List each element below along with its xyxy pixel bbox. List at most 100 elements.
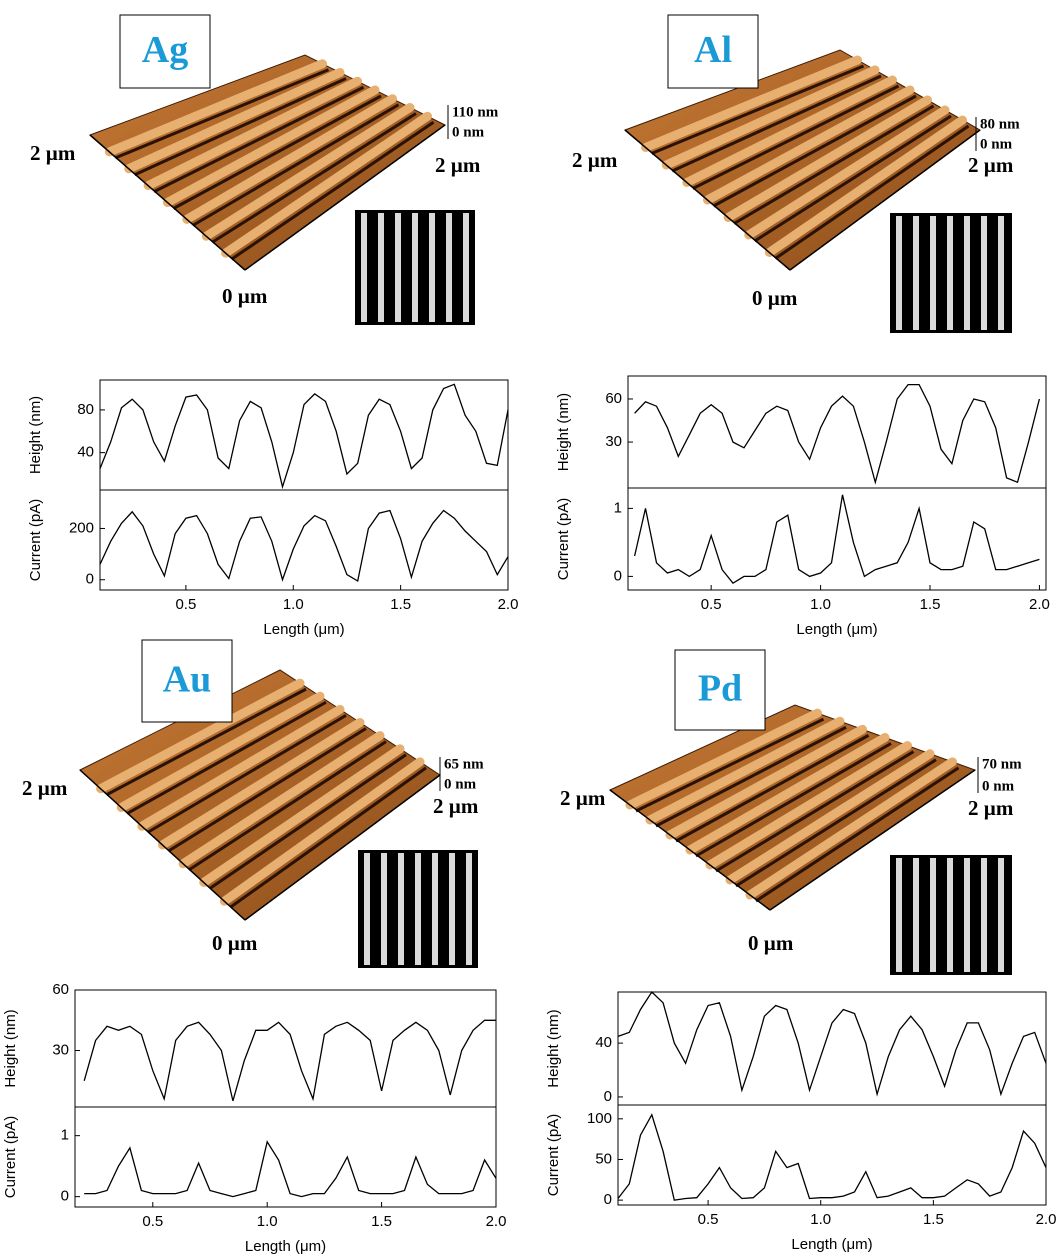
y-axis-label: Height (nm) xyxy=(27,396,44,474)
x-tick-label: 0.5 xyxy=(701,596,722,613)
y-tick-label: 0 xyxy=(604,1191,612,1208)
x-tick-label: 2.0 xyxy=(1036,1211,1057,1228)
y-axis-label: Height (nm) xyxy=(545,1009,562,1087)
profile-line xyxy=(635,385,1040,483)
x-tick-label: 2.0 xyxy=(486,1213,507,1230)
element-label: Au xyxy=(163,659,212,701)
x-tick-label: 0.5 xyxy=(175,596,196,613)
x-tick-label: 1.0 xyxy=(810,596,831,613)
inset-stripe xyxy=(429,213,435,322)
profile-line xyxy=(84,1142,496,1197)
z-min-label: 0 nm xyxy=(452,124,485,140)
inset-stripe xyxy=(981,216,987,330)
plot-frame xyxy=(75,1107,496,1207)
profile-line xyxy=(635,495,1040,583)
z-max-label: 70 nm xyxy=(982,756,1022,772)
x-axis-label: Length (μm) xyxy=(263,621,344,638)
y-axis-label: Height (nm) xyxy=(555,393,572,471)
inset-stripe xyxy=(398,853,404,965)
y-axis-label: Current (pA) xyxy=(545,1114,562,1197)
inset-stripe xyxy=(998,858,1004,972)
z-max-label: 80 nm xyxy=(980,116,1020,132)
inset-stripe xyxy=(913,858,919,972)
y-tick-label: 0 xyxy=(614,567,622,584)
inset-stripe xyxy=(964,858,970,972)
inset-stripe xyxy=(930,858,936,972)
x-tick-label: 1.0 xyxy=(283,596,304,613)
inset-stripe xyxy=(896,858,902,972)
y-tick-label: 60 xyxy=(605,390,622,407)
element-label: Al xyxy=(694,29,732,71)
y-tick-label: 0 xyxy=(604,1088,612,1105)
origin-label: 0 µm xyxy=(748,931,794,955)
y-tick-label: 1 xyxy=(61,1127,69,1144)
y-tick-label: 100 xyxy=(587,1110,612,1127)
y-tick-label: 40 xyxy=(77,444,94,461)
x-tick-label: 1.5 xyxy=(390,596,411,613)
y-tick-label: 50 xyxy=(595,1150,612,1167)
z-max-label: 65 nm xyxy=(444,756,484,772)
right-axis-label: 2 µm xyxy=(968,153,1014,177)
left-axis-label: 2 µm xyxy=(22,776,68,800)
z-min-label: 0 nm xyxy=(982,778,1015,794)
inset-stripe xyxy=(446,213,452,322)
origin-label: 0 µm xyxy=(212,931,258,955)
y-tick-label: 80 xyxy=(77,401,94,418)
plot-frame xyxy=(100,490,508,590)
right-axis-label: 2 µm xyxy=(433,794,479,818)
x-axis-label: Length (μm) xyxy=(791,1236,872,1253)
x-tick-label: 2.0 xyxy=(498,596,519,613)
x-tick-label: 2.0 xyxy=(1029,596,1050,613)
x-tick-label: 0.5 xyxy=(698,1211,719,1228)
y-tick-label: 30 xyxy=(605,433,622,450)
inset-stripe xyxy=(412,213,418,322)
x-axis-label: Length (μm) xyxy=(245,1238,326,1255)
element-label: Pd xyxy=(698,668,742,710)
inset-stripe xyxy=(415,853,421,965)
inset-stripe xyxy=(947,858,953,972)
y-tick-label: 200 xyxy=(69,519,94,536)
plot-frame xyxy=(618,992,1046,1105)
inset-stripe xyxy=(432,853,438,965)
inset-stripe xyxy=(395,213,401,322)
origin-label: 0 µm xyxy=(752,286,798,310)
profile-line xyxy=(100,511,508,582)
profile-line xyxy=(84,1020,496,1101)
z-min-label: 0 nm xyxy=(444,776,477,792)
inset-stripe xyxy=(378,213,384,322)
profile-line xyxy=(100,384,508,487)
plot-frame xyxy=(628,488,1046,590)
profile-line xyxy=(618,1115,1046,1200)
y-tick-label: 60 xyxy=(52,981,69,998)
inset-stripe xyxy=(466,853,472,965)
x-tick-label: 1.5 xyxy=(371,1213,392,1230)
x-axis-label: Length (μm) xyxy=(796,621,877,638)
y-tick-label: 40 xyxy=(595,1034,612,1051)
x-tick-label: 1.0 xyxy=(257,1213,278,1230)
y-axis-label: Current (pA) xyxy=(2,1116,19,1199)
inset-stripe xyxy=(449,853,455,965)
inset-stripe xyxy=(947,216,953,330)
x-tick-label: 1.0 xyxy=(810,1211,831,1228)
left-axis-label: 2 µm xyxy=(572,148,618,172)
y-tick-label: 30 xyxy=(52,1041,69,1058)
inset-stripe xyxy=(381,853,387,965)
inset-stripe xyxy=(896,216,902,330)
y-axis-label: Height (nm) xyxy=(2,1009,19,1087)
y-axis-label: Current (pA) xyxy=(555,498,572,581)
right-axis-label: 2 µm xyxy=(435,153,481,177)
inset-stripe xyxy=(913,216,919,330)
y-tick-label: 0 xyxy=(61,1188,69,1205)
inset-stripe xyxy=(998,216,1004,330)
x-tick-label: 0.5 xyxy=(142,1213,163,1230)
y-tick-label: 0 xyxy=(86,571,94,588)
x-tick-label: 1.5 xyxy=(920,596,941,613)
right-axis-label: 2 µm xyxy=(968,796,1014,820)
inset-stripe xyxy=(361,213,367,322)
z-min-label: 0 nm xyxy=(980,136,1013,152)
y-tick-label: 1 xyxy=(614,499,622,516)
plot-frame xyxy=(100,380,508,490)
plot-frame xyxy=(75,990,496,1107)
origin-label: 0 µm xyxy=(222,284,268,308)
left-axis-label: 2 µm xyxy=(560,786,606,810)
